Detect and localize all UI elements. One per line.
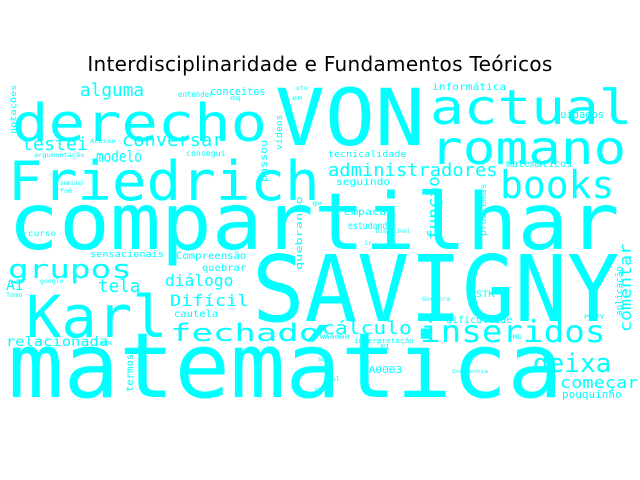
cloud-word: Gongora <box>422 296 451 304</box>
cloud-word: P47Y <box>584 314 605 322</box>
cloud-word: WA0003 <box>362 365 403 376</box>
cloud-word: alguma <box>80 79 145 101</box>
cloud-word: passou <box>259 139 270 182</box>
cloud-word: dificuldade <box>446 315 513 326</box>
cloud-word: SAVIGNY <box>252 236 620 344</box>
cloud-word: vezes <box>314 386 335 394</box>
cloud-word: Difícil <box>170 291 249 311</box>
cloud-word: conversar <box>122 129 224 151</box>
cloud-word: Compreensão <box>176 251 247 262</box>
cloud-word: romano <box>430 121 627 176</box>
cloud-word: entender <box>178 89 214 99</box>
cloud-word: inseridos <box>420 315 606 350</box>
cloud-word: Companhia <box>452 369 489 375</box>
cloud-word: administradores <box>328 159 498 181</box>
cloud-word: jul <box>328 376 340 384</box>
cloud-word: relacionada <box>6 334 109 350</box>
cloud-word: IMG <box>508 334 522 342</box>
cloud-word: aplicação <box>615 266 625 316</box>
cloud-word: dq <box>230 95 241 103</box>
cloud-word: derecho <box>12 94 268 155</box>
cloud-word: AI <box>6 277 24 294</box>
cloud-word: interpretação <box>354 337 414 346</box>
cloud-word: Pl <box>380 344 391 352</box>
cloud-word: ir <box>364 240 373 248</box>
cloud-word: testei <box>22 133 89 155</box>
cloud-word: Disponível <box>376 228 411 236</box>
cloud-word: vídeos <box>275 114 285 150</box>
cloud-word: cautela <box>174 309 219 320</box>
cloud-word: Karl <box>26 282 168 351</box>
cloud-word: ser <box>318 356 328 364</box>
cloud-word: Tomo <box>6 292 23 300</box>
cloud-word: informática <box>432 82 507 93</box>
cloud-word: empaca <box>344 207 387 218</box>
cloud-word: quebrando <box>295 196 305 270</box>
cloud-word: google <box>40 278 64 286</box>
cloud-word: tecnicalidade <box>328 149 407 160</box>
cloud-word: ACR <box>100 341 113 347</box>
cloud-word: pouquinho <box>562 388 622 402</box>
figure-title: Interdisciplinaridade e Fundamentos Teór… <box>87 52 553 76</box>
cloud-word: modelo <box>96 147 142 167</box>
cloud-word: oto <box>296 85 308 93</box>
cloud-word: curso <box>28 228 57 238</box>
cloud-word: quebrar <box>202 263 247 274</box>
cloud-word: fnd <box>60 188 72 196</box>
cloud-word: consegui <box>186 148 226 158</box>
cloud-word: Acesso <box>90 138 116 146</box>
cloud-word: termos <box>125 353 136 392</box>
cloud-word: sensacionais <box>90 249 165 260</box>
cloud-word: deixa <box>533 349 612 380</box>
cloud-word: Friedrich <box>8 149 320 213</box>
cloud-word: problemas <box>479 183 488 236</box>
cloud-word: gv <box>312 200 323 208</box>
cloud-word: grupos <box>8 255 132 286</box>
cloud-word: cuidados <box>554 108 604 122</box>
cloud-word: tela <box>98 275 141 297</box>
cloud-word: compartilhar <box>8 177 620 268</box>
cloud-word: seguindo <box>336 177 391 188</box>
cloud-word: VON <box>275 73 425 164</box>
cloud-word: books <box>500 162 615 207</box>
cloud-word: actual <box>430 79 633 136</box>
cloud-word: id <box>546 376 557 384</box>
cloud-word: seminal <box>60 180 85 188</box>
cloud-word: notações <box>9 84 18 134</box>
cloud-word: função <box>424 176 443 240</box>
cloud-word: matemática <box>8 314 563 419</box>
cloud-word: estudando <box>348 221 393 232</box>
cloud-word: en <box>292 95 303 103</box>
cloud-word: diálogo <box>165 271 234 291</box>
cloud-word: fechado <box>170 318 321 347</box>
cloud-word: começar <box>560 373 639 393</box>
cloud-word: WA0000 <box>320 334 350 342</box>
cloud-word: matemáticos <box>506 159 573 170</box>
cloud-word: cálculo <box>322 317 412 339</box>
cloud-word: STK <box>476 289 495 300</box>
cloud-word: argumentação <box>34 152 85 160</box>
cloud-word: conceitos <box>210 85 266 99</box>
